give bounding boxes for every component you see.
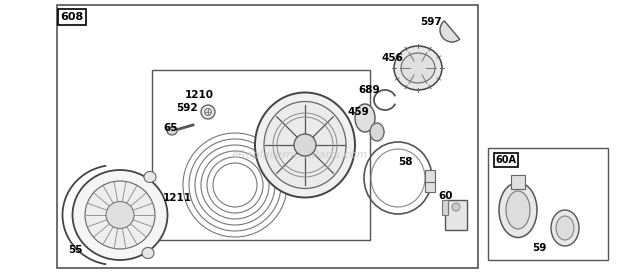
Text: 1210: 1210 bbox=[185, 90, 214, 100]
Ellipse shape bbox=[106, 201, 134, 229]
Ellipse shape bbox=[506, 191, 530, 229]
Bar bbox=[488, 148, 608, 260]
Text: 608: 608 bbox=[60, 12, 84, 22]
Circle shape bbox=[452, 203, 460, 211]
Text: 456: 456 bbox=[382, 53, 404, 63]
Text: 459: 459 bbox=[348, 107, 370, 117]
Ellipse shape bbox=[394, 46, 442, 90]
Ellipse shape bbox=[142, 248, 154, 259]
Ellipse shape bbox=[85, 181, 155, 249]
Bar bbox=[152, 70, 370, 240]
Bar bbox=[442, 200, 448, 215]
Text: 65: 65 bbox=[163, 123, 177, 133]
Text: 58: 58 bbox=[398, 157, 412, 167]
Bar bbox=[445, 200, 467, 230]
Ellipse shape bbox=[167, 127, 177, 135]
Ellipse shape bbox=[370, 123, 384, 141]
Text: 1211: 1211 bbox=[163, 193, 192, 203]
Ellipse shape bbox=[294, 134, 316, 156]
Ellipse shape bbox=[73, 170, 167, 260]
Bar bbox=[57, 5, 478, 268]
Ellipse shape bbox=[551, 210, 579, 246]
Circle shape bbox=[201, 105, 215, 119]
Text: 597: 597 bbox=[420, 17, 441, 27]
Text: 59: 59 bbox=[532, 243, 546, 253]
Ellipse shape bbox=[355, 104, 375, 132]
Ellipse shape bbox=[144, 171, 156, 182]
Text: 689: 689 bbox=[358, 85, 379, 95]
Text: 55: 55 bbox=[68, 245, 82, 255]
Bar bbox=[425, 170, 435, 184]
Text: 60A: 60A bbox=[495, 155, 516, 165]
Bar bbox=[511, 175, 525, 189]
Text: 592: 592 bbox=[176, 103, 198, 113]
Ellipse shape bbox=[255, 93, 355, 197]
Wedge shape bbox=[440, 21, 459, 42]
Ellipse shape bbox=[264, 102, 346, 188]
Ellipse shape bbox=[556, 216, 574, 240]
Text: 60: 60 bbox=[438, 191, 453, 201]
Ellipse shape bbox=[401, 53, 435, 83]
Ellipse shape bbox=[499, 182, 537, 238]
Bar bbox=[425, 182, 435, 192]
Text: eReplacementParts.com: eReplacementParts.com bbox=[232, 150, 368, 160]
Circle shape bbox=[205, 108, 211, 115]
